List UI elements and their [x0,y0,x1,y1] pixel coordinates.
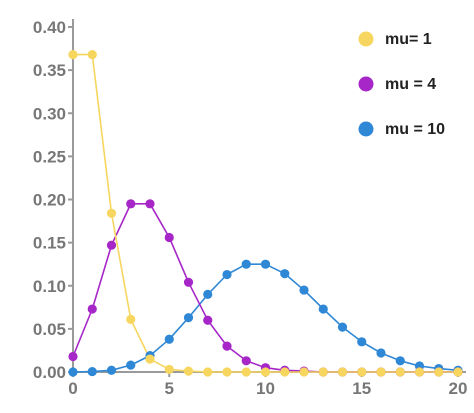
legend-label-0: mu= 1 [385,31,432,48]
series-2-point [106,365,117,375]
series-0-point [183,366,194,376]
series-2-point [318,304,328,314]
series-0-point [68,50,78,60]
series-2-point [126,360,136,370]
series-1-point [106,240,117,250]
series-0-point [434,367,444,377]
series-0-point [145,354,155,364]
series-0-point [87,50,97,60]
series-0-point [395,367,405,377]
legend-label-2: mu = 10 [385,121,445,138]
series-2-point [280,269,290,279]
legend-marker-1 [358,76,374,92]
series-2-point [357,337,367,347]
series-line-0 [73,53,458,373]
series-1-point [68,351,78,362]
series-2-point [260,259,271,269]
series-0-point [299,367,309,377]
x-tick-label: 10 [256,379,275,398]
series-2-point [87,366,97,377]
x-tick-label: 0 [68,379,77,398]
series-1-point [222,341,232,351]
y-tick-label: 0.20 [33,191,66,210]
axes-layer: 0.00 0.05 0.10 0.15 0.20 0.25 0.30 0.35 0.40 0 5 10… [33,18,468,398]
series-1-point [126,199,136,209]
y-tick-label: 0.35 [33,61,66,80]
series-0-point [414,367,425,377]
legend: mu= 1 mu = 4 mu = 10 [358,31,445,138]
series-0-point [453,367,463,377]
series-0-point [241,367,251,377]
y-tick-label: 0.40 [33,18,66,37]
series-2-point [222,269,232,280]
series-1-point [87,304,97,314]
legend-marker-2 [358,121,374,137]
series-0-point [280,367,290,377]
series-1-point [241,356,251,366]
series-0-point [337,367,348,377]
y-tick-label: 0.30 [33,104,66,123]
y-tick-label: 0.05 [33,320,66,339]
series-2-point [376,348,386,358]
series-0-point [222,367,232,377]
series-2-point [241,259,251,269]
x-tick-label: 5 [165,379,174,398]
series-2-point [395,356,405,366]
series-2-point [164,334,174,344]
y-tick-label: 0.25 [33,147,66,166]
series-1-point [145,199,155,209]
series-lines-layer [72,53,459,373]
series-0-point [260,367,271,377]
y-tick-label: 0.15 [33,234,66,253]
series-0-point [357,367,367,377]
series-0-point [126,314,136,324]
series-0-point [376,367,386,377]
series-2-point [183,313,194,323]
legend-label-1: mu = 4 [385,76,436,93]
series-0-point [318,367,328,377]
series-1-point [183,277,194,287]
series-1-point [203,315,213,325]
series-0-point [164,364,174,375]
y-tick-label: 0.10 [33,277,66,296]
x-tick-label: 15 [352,379,371,398]
legend-marker-0 [358,31,374,47]
y-tick-label: 0.00 [33,363,66,382]
series-0-point [203,367,213,377]
series-0-point [106,208,117,218]
series-2-point [68,367,78,377]
series-2-point [299,285,309,295]
series-line-1 [72,203,458,373]
x-tick-label: 20 [449,379,468,398]
series-2-point [337,322,348,332]
series-points-layer [68,50,463,377]
series-2-point [203,289,213,299]
series-1-point [164,232,174,243]
